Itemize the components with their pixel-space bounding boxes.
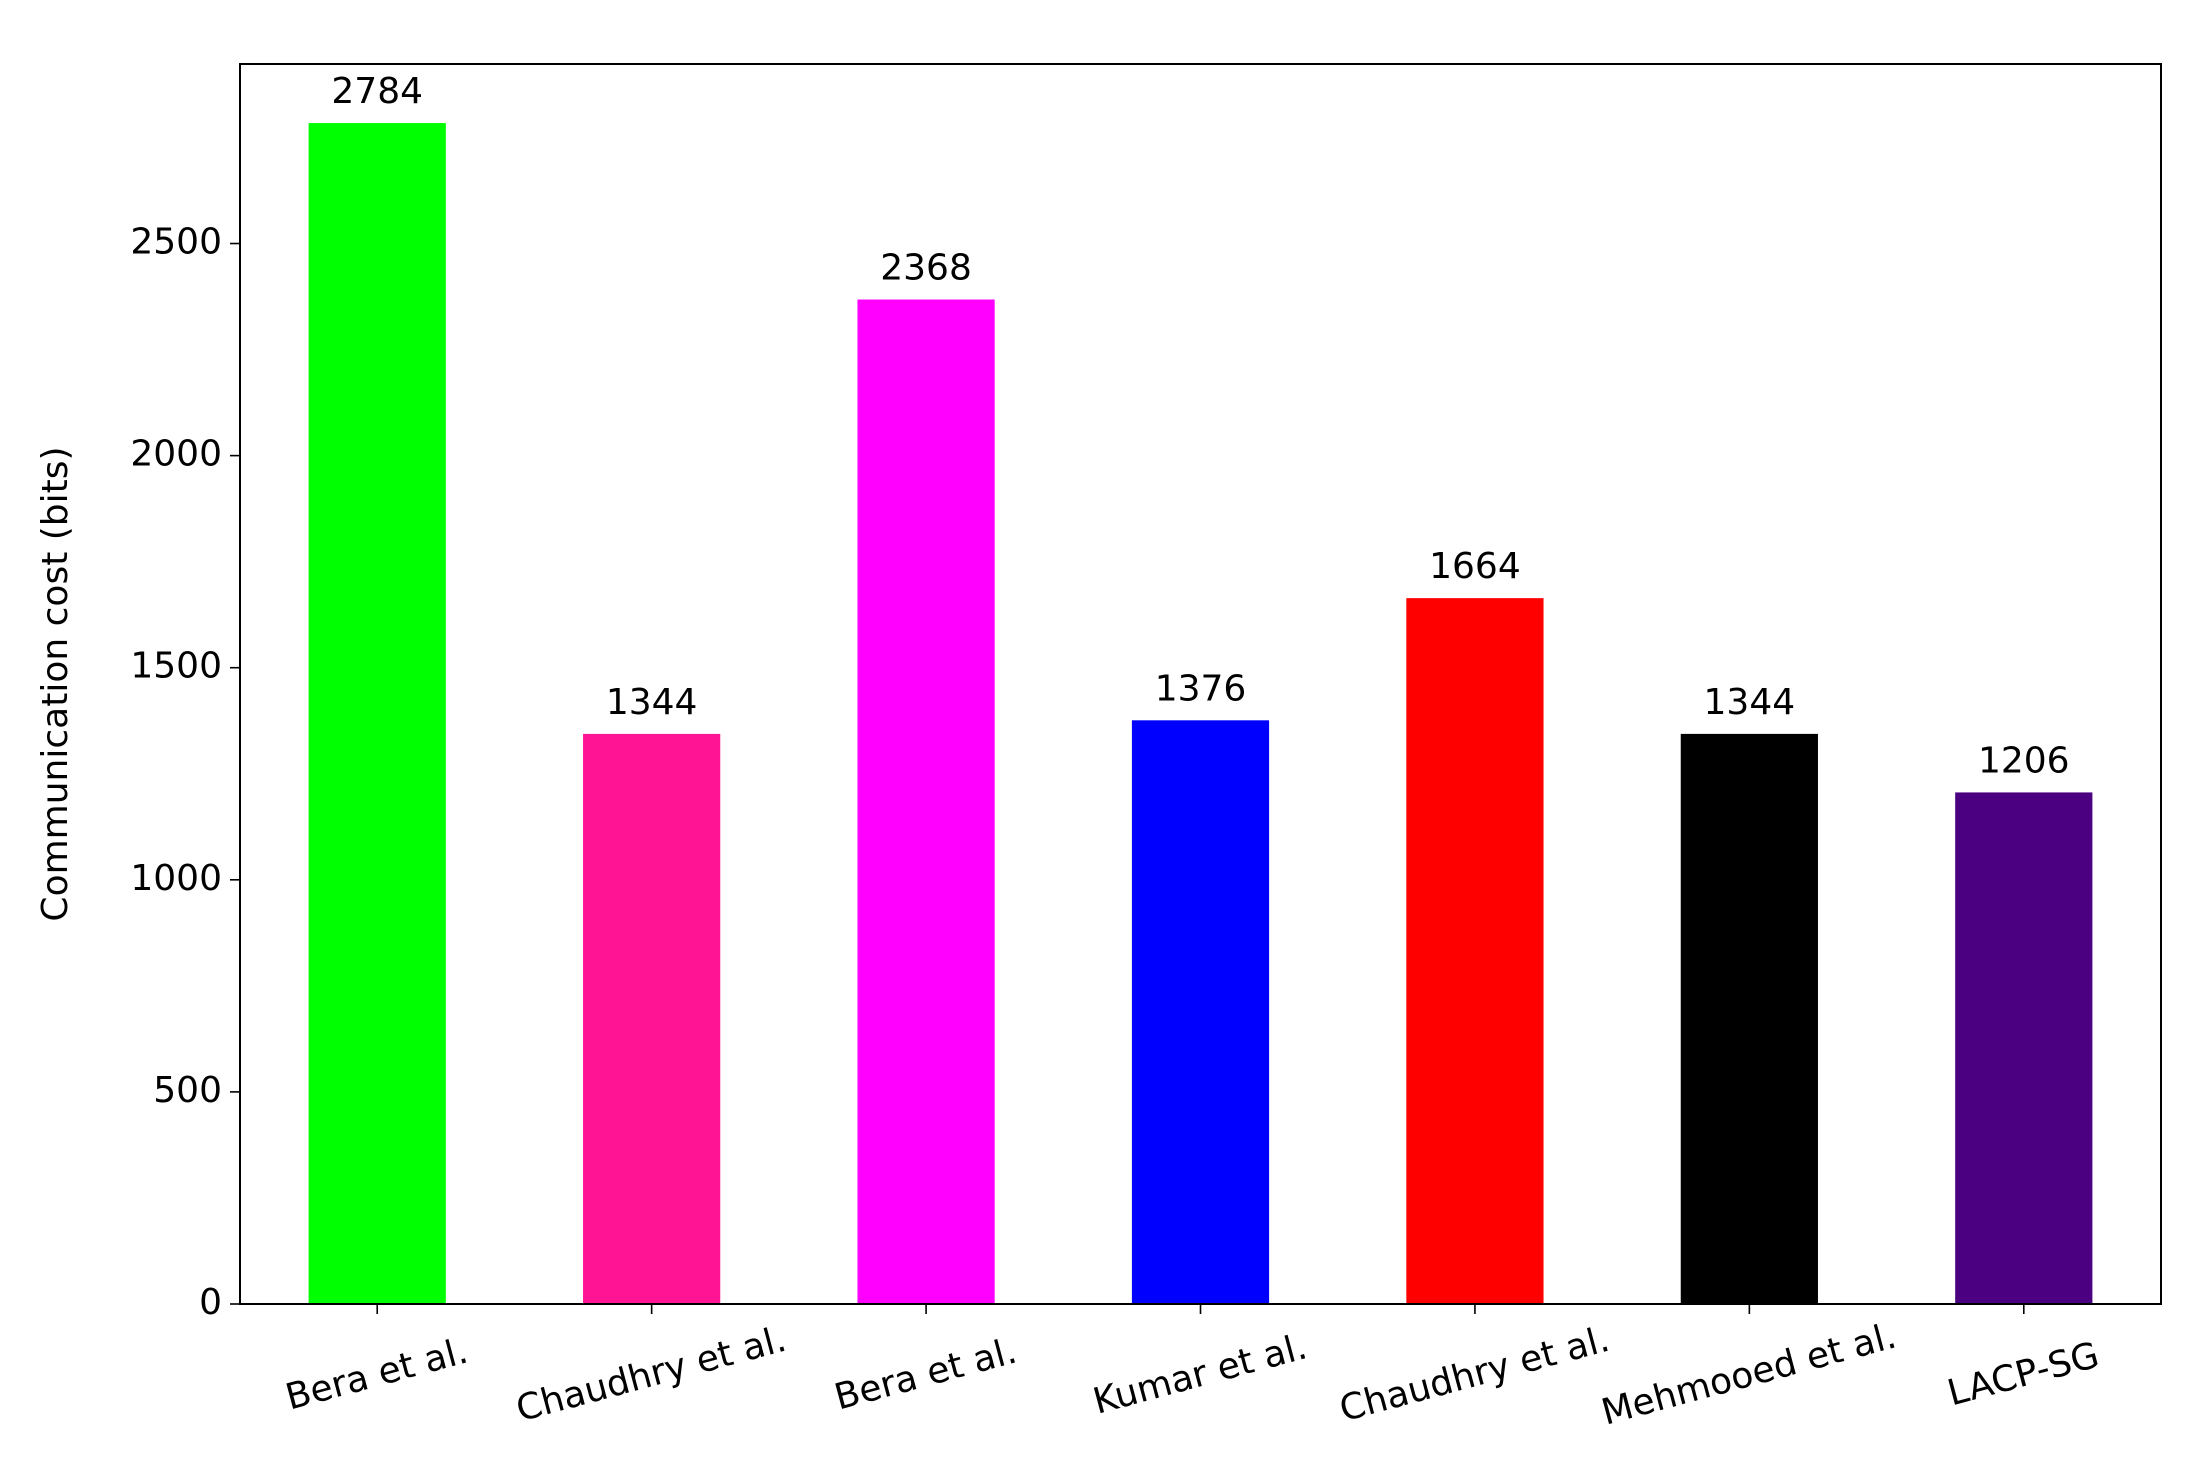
value-label: 2784 — [331, 71, 423, 112]
x-tick-label: Bera et al. — [830, 1331, 1021, 1419]
x-tick-label: Bera et al. — [282, 1331, 473, 1419]
value-label: 1344 — [1704, 682, 1796, 723]
value-label: 2368 — [880, 248, 972, 289]
x-tick-label: Chaudhry et al. — [512, 1319, 790, 1430]
bar — [583, 733, 721, 1304]
y-tick-label: 1000 — [130, 858, 222, 899]
value-label: 1206 — [1978, 740, 2070, 781]
y-tick-label: 500 — [153, 1070, 222, 1111]
y-tick-label: 2500 — [130, 222, 222, 263]
value-label: 1664 — [1429, 546, 1521, 587]
value-label: 1376 — [1155, 668, 1247, 709]
x-tick-label: LACP-SG — [1943, 1335, 2103, 1415]
x-tick-label: Chaudhry et al. — [1335, 1319, 1613, 1430]
bar — [1680, 733, 1818, 1304]
y-tick-label: 0 — [199, 1282, 222, 1323]
y-axis-label: Communication cost (bits) — [35, 446, 76, 921]
bar — [308, 123, 446, 1305]
bar — [1131, 720, 1270, 1304]
y-tick-label: 2000 — [130, 434, 222, 475]
bar — [857, 299, 995, 1304]
y-tick-label: 1500 — [130, 646, 222, 687]
plot-frame — [239, 63, 2162, 1305]
bar — [1955, 792, 2093, 1304]
value-label: 1344 — [606, 682, 698, 723]
x-tick-label: Mehmooed et al. — [1597, 1316, 1900, 1434]
bar — [1406, 598, 1544, 1304]
x-tick-label: Kumar et al. — [1089, 1326, 1311, 1422]
